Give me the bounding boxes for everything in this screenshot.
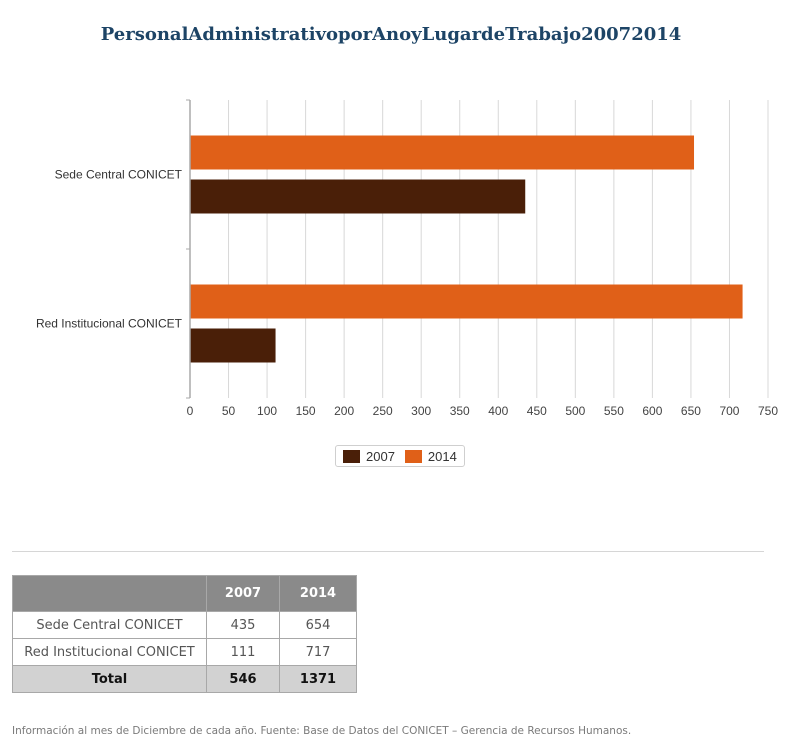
x-tick-label: 700 <box>719 404 739 418</box>
table-header-2014: 2014 <box>279 575 357 612</box>
axes <box>186 99 191 399</box>
legend-label-2007: 2007 <box>366 448 395 464</box>
table-header-blank <box>12 575 207 612</box>
x-tick-label: 150 <box>296 404 316 418</box>
legend-item-2014[interactable]: 2014 <box>404 448 457 464</box>
x-tick-label: 600 <box>642 404 662 418</box>
cell-2007: 435 <box>206 611 280 639</box>
category-label: Red Institucional CONICET <box>36 317 183 331</box>
legend: 2007 2014 <box>335 445 465 467</box>
labels: 0 50 100 150 200 250 300 350 400 450 500 550 600 650 7… <box>36 168 778 419</box>
x-tick-label: 650 <box>681 404 701 418</box>
total-2007: 546 <box>206 665 280 693</box>
table-row: Sede Central CONICET 435 654 <box>12 611 357 639</box>
x-tick-label: 550 <box>604 404 624 418</box>
x-tick-label: 300 <box>411 404 431 418</box>
table-header-2007: 2007 <box>206 575 280 612</box>
legend-swatch-2007 <box>343 449 360 463</box>
x-tick-label: 50 <box>222 404 236 418</box>
table-header-row: 2007 2014 <box>12 575 357 612</box>
chart-title: PersonalAdministrativoporAnoyLugardeTrab… <box>100 24 682 45</box>
row-label: Red Institucional CONICET <box>12 638 207 666</box>
footnote: Información al mes de Diciembre de cada … <box>12 725 632 737</box>
x-tick-label: 0 <box>187 404 194 418</box>
cell-2014: 717 <box>279 638 357 666</box>
row-label: Sede Central CONICET <box>12 611 207 639</box>
x-tick-label: 500 <box>565 404 585 418</box>
data-table: 2007 2014 Sede Central CONICET 435 654 R… <box>12 575 357 693</box>
x-tick-label: 100 <box>257 404 277 418</box>
legend-label-2014: 2014 <box>427 448 457 464</box>
bar-2007-2[interactable] <box>190 328 276 363</box>
x-tick-label: 750 <box>758 404 778 418</box>
total-2014: 1371 <box>279 665 357 693</box>
legend-swatch-2014 <box>404 449 422 463</box>
x-tick-label: 350 <box>450 404 470 418</box>
bar-2014-2[interactable] <box>190 284 743 319</box>
table-total-row: Total 546 1371 <box>12 665 357 693</box>
cell-2007: 111 <box>206 638 280 666</box>
bars <box>190 135 743 363</box>
bar-chart: 0 50 100 150 200 250 300 350 400 450 500 550 600 650 7… <box>36 99 778 419</box>
cell-2014: 654 <box>279 611 357 639</box>
table-row: Red Institucional CONICET 111 717 <box>12 638 357 666</box>
x-tick-label: 250 <box>373 404 393 418</box>
total-label: Total <box>12 665 207 693</box>
x-tick-label: 450 <box>527 404 547 418</box>
legend-item-2007[interactable]: 2007 <box>343 449 395 464</box>
x-tick-label: 200 <box>334 404 354 418</box>
x-tick-label: 400 <box>488 404 508 418</box>
section-divider <box>12 551 764 552</box>
bar-2014-1[interactable] <box>190 135 695 170</box>
category-label: Sede Central CONICET <box>55 168 183 182</box>
bar-2007-1[interactable] <box>190 179 526 214</box>
